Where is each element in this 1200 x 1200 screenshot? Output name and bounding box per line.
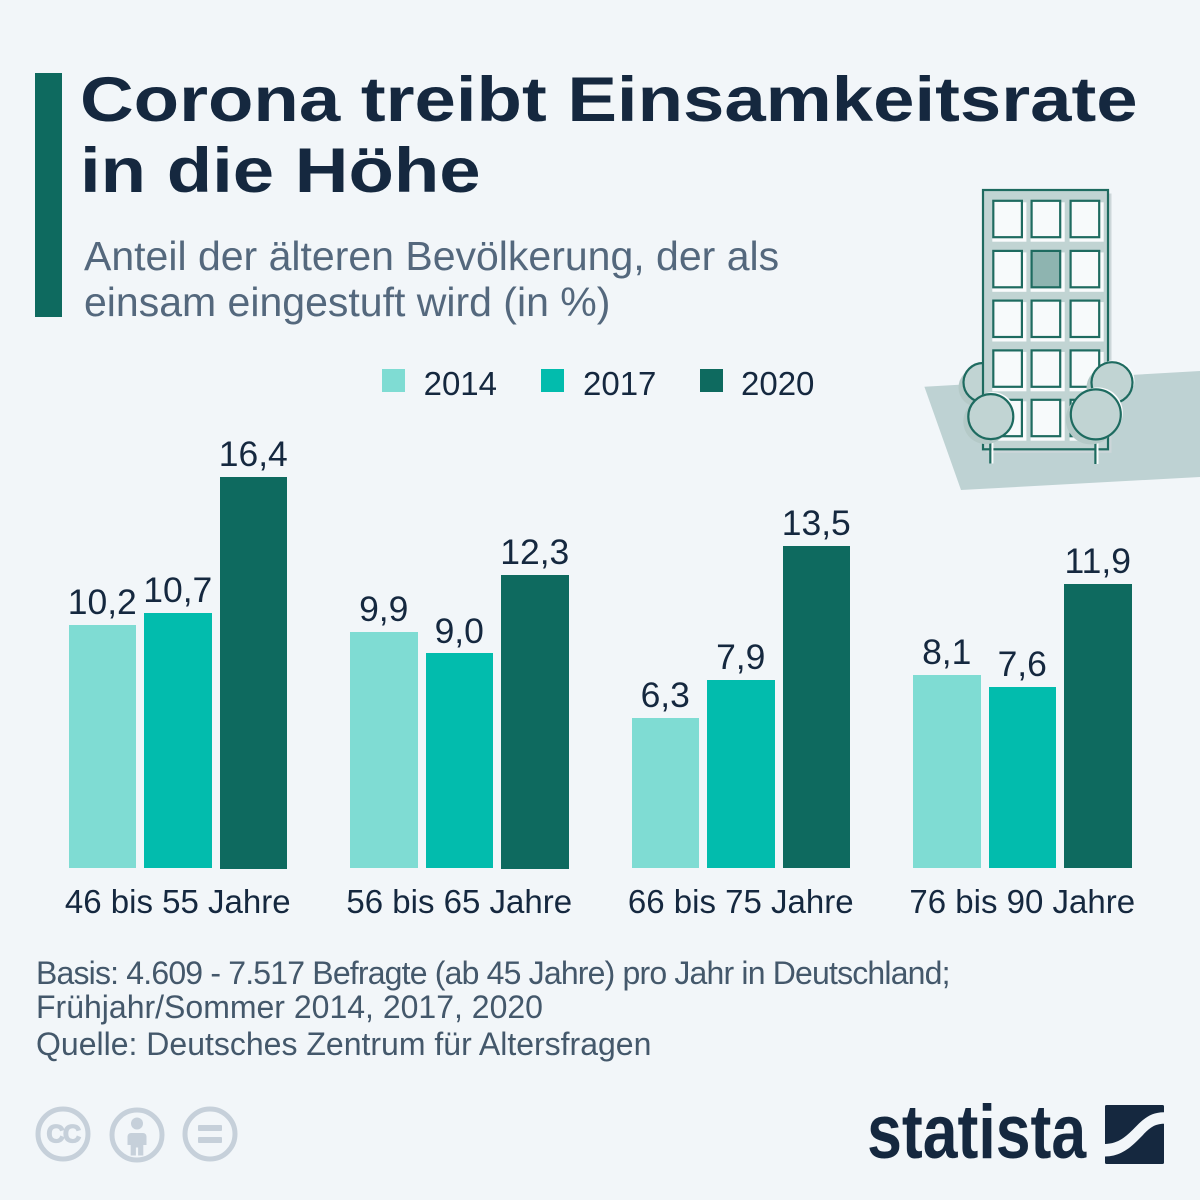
svg-text:CC: CC [46,1121,81,1149]
